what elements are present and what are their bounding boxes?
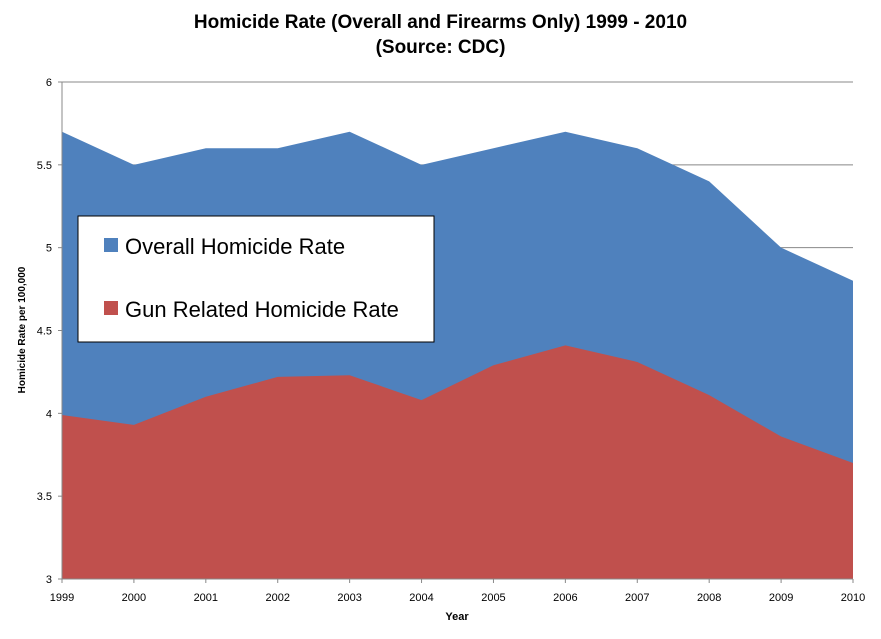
x-tick-labels: 1999 2000 2001 2002 2003 2004 2005 2006 2007 2008… (50, 592, 865, 604)
y-tick-label: 4.5 (37, 326, 52, 338)
legend-box (77, 215, 435, 343)
y-tick-label: 5.5 (37, 160, 52, 172)
chart-title: Homicide Rate (Overall and Firearms Only… (193, 12, 688, 33)
x-tick-label: 2004 (409, 592, 433, 604)
legend-swatch-overall (104, 238, 118, 252)
y-tick-label: 5 (46, 243, 52, 255)
y-tick-label: 3.5 (37, 491, 52, 503)
x-tick-label: 2001 (194, 592, 218, 604)
y-tick-label: 4 (46, 408, 52, 420)
x-tick-label: 2010 (841, 592, 865, 604)
chart-axes (58, 81, 854, 583)
legend-label-gun: Gun Related Homicide Rate (125, 297, 399, 322)
chart-areas (62, 131, 853, 579)
x-tick-label: 2009 (769, 592, 793, 604)
y-tick-label: 3 (46, 574, 52, 586)
x-axis-label: Year (445, 611, 469, 623)
legend-swatch-gun (104, 301, 118, 315)
y-axis-label: Homicide Rate per 100,000 (17, 266, 28, 393)
chart-subtitle: (Source: CDC) (375, 37, 506, 58)
x-tick-label: 1999 (50, 592, 74, 604)
x-tick-label: 2006 (553, 592, 577, 604)
y-tick-label: 6 (46, 77, 52, 89)
x-tick-label: 2008 (697, 592, 721, 604)
x-tick-label: 2007 (625, 592, 649, 604)
x-tick-label: 2003 (337, 592, 361, 604)
area-series-gun (62, 345, 853, 579)
legend: Overall Homicide Rate Gun Related Homici… (77, 215, 435, 343)
x-tick-label: 2002 (265, 592, 289, 604)
chart-title-block: Homicide Rate (Overall and Firearms Only… (0, 10, 881, 60)
y-tick-labels: 3 3.5 4 4.5 5 5.5 6 (37, 77, 52, 586)
legend-label-overall: Overall Homicide Rate (125, 234, 345, 259)
x-tick-label: 2000 (122, 592, 146, 604)
x-tick-label: 2005 (481, 592, 505, 604)
